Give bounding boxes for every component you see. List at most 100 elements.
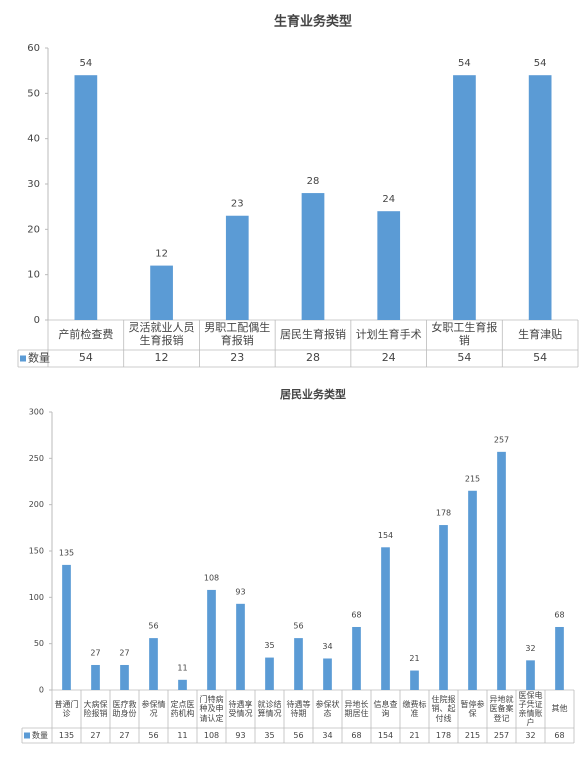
x-tick-label-box: 待遇享受情况 [228, 699, 253, 718]
table-value: 108 [203, 730, 220, 740]
x-tick-label-box: 定点医药机构 [170, 699, 195, 718]
y-tick-label: 20 [27, 224, 40, 235]
table-value: 215 [464, 730, 481, 740]
data-label: 54 [534, 58, 547, 69]
table-value: 23 [230, 351, 245, 365]
table-value: 54 [533, 351, 548, 365]
table-value: 135 [58, 730, 75, 740]
bar [323, 658, 332, 690]
x-tick-label-box: 参保状态 [316, 700, 340, 718]
data-label: 21 [409, 654, 419, 663]
bar [439, 525, 448, 690]
table-value: 21 [409, 730, 420, 740]
table-value: 54 [78, 351, 93, 365]
data-label: 27 [90, 648, 100, 657]
bar [497, 451, 506, 690]
data-label: 54 [79, 58, 92, 69]
x-tick-label: 产前检查费 [58, 327, 114, 341]
bar [377, 211, 401, 320]
table-value: 11 [177, 730, 188, 740]
table-value-box: 21 [409, 730, 420, 740]
x-tick-label-box: 异地长期居住 [345, 700, 369, 718]
data-label: 93 [235, 587, 245, 596]
data-label: 11 [177, 663, 187, 672]
table-value-box: 23 [230, 351, 245, 365]
table-value-box: 11 [177, 730, 188, 740]
x-tick-label-box: 待遇等待期 [286, 699, 311, 718]
data-label: 27 [119, 648, 129, 657]
x-tick-label-box: 门特病种及申请认定 [200, 695, 224, 722]
x-tick-label-box: 住院报销、起付线 [432, 695, 456, 722]
table-value: 257 [493, 730, 510, 740]
data-label: 178 [436, 509, 451, 518]
legend-label: 数量 [32, 730, 48, 740]
data-label: 154 [378, 531, 393, 540]
bar [381, 547, 390, 690]
bar [468, 490, 477, 690]
table-value-box: 68 [554, 731, 564, 740]
bar [236, 603, 245, 690]
x-tick-label-box: 参保情况 [141, 699, 166, 718]
chart-title: 生育业务类型 [274, 14, 352, 30]
x-tick-label-box: 医保电子凭证亲情账户 [518, 690, 543, 728]
data-label: 32 [525, 644, 535, 653]
bar [453, 75, 476, 320]
x-tick-label: 生育津贴 [518, 327, 563, 341]
table-value-box: 154 [378, 731, 393, 740]
x-tick-label-box: 计划生育手术 [355, 327, 422, 341]
x-tick-label: 异地就医备案登记 [489, 695, 514, 723]
x-tick-label: 医疗救助身份 [112, 699, 137, 718]
bar [178, 679, 187, 690]
x-tick-label: 普通门诊 [54, 699, 79, 718]
x-tick-label-box: 缴费标准 [402, 699, 427, 718]
x-tick-label-box: 异地就医备案登记 [489, 695, 514, 723]
x-tick-label-box: 生育津贴 [518, 327, 563, 341]
bar [207, 589, 216, 690]
bar [120, 664, 129, 690]
x-tick-label: 待遇享受情况 [228, 699, 253, 718]
bar [225, 215, 249, 320]
x-tick-label: 女职工生育报销 [431, 321, 498, 347]
x-tick-label: 缴费标准 [402, 699, 427, 718]
bar [149, 638, 158, 690]
bar [352, 626, 361, 690]
y-tick-label: 60 [27, 43, 40, 54]
bar [526, 660, 535, 690]
y-tick-label: 50 [34, 639, 44, 648]
table-value-box: 32 [525, 731, 535, 740]
x-tick-label: 居民生育报销 [279, 327, 346, 341]
x-tick-label: 男职工配偶生育报销 [204, 321, 271, 347]
legend-swatch [20, 355, 26, 362]
legend-swatch [24, 732, 30, 739]
x-tick-label: 医保电子凭证亲情账户 [518, 690, 543, 728]
data-label: 56 [293, 622, 303, 631]
table-value-box: 56 [148, 730, 159, 740]
bar [301, 193, 325, 320]
table-value-box: 12 [155, 351, 169, 364]
x-tick-label: 定点医药机构 [170, 699, 195, 718]
table-value-box: 68 [351, 731, 361, 740]
table-value-box: 257 [493, 730, 510, 740]
table-value-box: 108 [203, 730, 220, 740]
data-label: 28 [307, 176, 320, 187]
x-tick-label: 灵活就业人员生育报销 [128, 321, 195, 347]
table-value: 56 [293, 730, 304, 740]
table-value: 56 [148, 730, 159, 740]
x-tick-label-box: 医疗救助身份 [112, 699, 137, 718]
data-label: 56 [148, 622, 158, 631]
x-tick-label: 参保情况 [141, 699, 166, 718]
x-tick-label: 计划生育手术 [355, 327, 422, 341]
table-value: 27 [119, 730, 130, 740]
y-tick-label: 250 [29, 454, 44, 463]
x-tick-label-box: 普通门诊 [54, 699, 79, 718]
table-value-box: 35 [264, 731, 274, 740]
data-label: 34 [322, 642, 332, 651]
table-value: 93 [235, 730, 246, 740]
table-value-box: 27 [119, 730, 130, 740]
data-label: 135 [59, 548, 74, 557]
x-tick-label-box: 灵活就业人员生育报销 [128, 321, 195, 347]
table-value: 27 [90, 730, 101, 740]
x-tick-label: 待遇等待期 [286, 699, 311, 718]
table-value-box: 34 [322, 731, 332, 740]
